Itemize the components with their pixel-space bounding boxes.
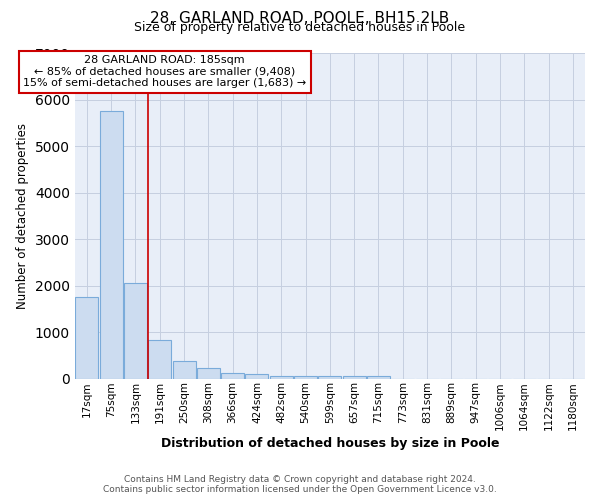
- Bar: [221, 373, 244, 378]
- Bar: [148, 340, 171, 378]
- Bar: [76, 297, 98, 378]
- Bar: [173, 361, 196, 378]
- Bar: [367, 376, 390, 378]
- Bar: [124, 283, 147, 378]
- Bar: [294, 376, 317, 378]
- Bar: [100, 111, 122, 378]
- Text: 28, GARLAND ROAD, POOLE, BH15 2LB: 28, GARLAND ROAD, POOLE, BH15 2LB: [151, 11, 449, 26]
- Bar: [197, 368, 220, 378]
- Text: Contains HM Land Registry data © Crown copyright and database right 2024.
Contai: Contains HM Land Registry data © Crown c…: [103, 474, 497, 494]
- Bar: [245, 374, 268, 378]
- Text: Size of property relative to detached houses in Poole: Size of property relative to detached ho…: [134, 21, 466, 34]
- Bar: [319, 376, 341, 378]
- Y-axis label: Number of detached properties: Number of detached properties: [16, 123, 29, 309]
- Bar: [343, 376, 365, 378]
- Text: 28 GARLAND ROAD: 185sqm
← 85% of detached houses are smaller (9,408)
15% of semi: 28 GARLAND ROAD: 185sqm ← 85% of detache…: [23, 55, 306, 88]
- Bar: [270, 376, 293, 378]
- X-axis label: Distribution of detached houses by size in Poole: Distribution of detached houses by size …: [161, 437, 499, 450]
